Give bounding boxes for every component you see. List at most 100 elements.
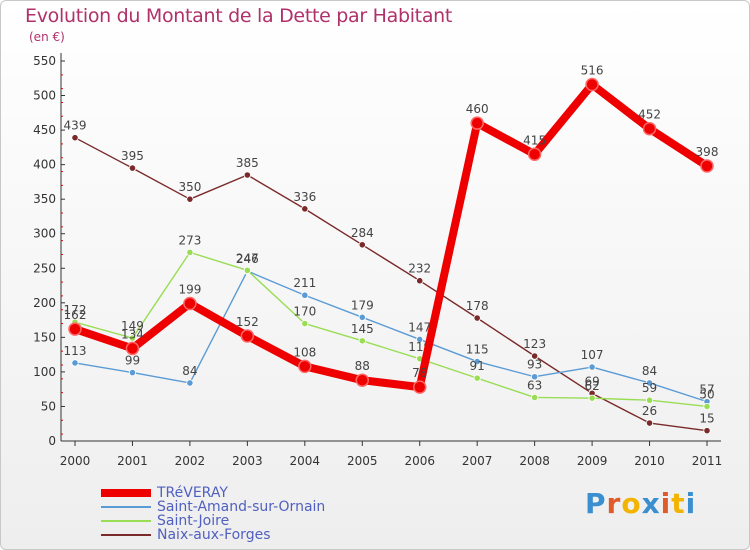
data-label: 107 bbox=[581, 348, 604, 362]
x-tick-label: 2003 bbox=[232, 454, 263, 468]
data-point bbox=[531, 393, 539, 402]
data-label: 232 bbox=[408, 262, 431, 276]
data-point bbox=[128, 368, 137, 377]
chart-legend: TRéVERAY Saint-Amand-sur-Ornain Saint-Joir… bbox=[101, 486, 325, 542]
data-label: 93 bbox=[527, 358, 542, 372]
series-line-2 bbox=[74, 270, 708, 403]
data-point bbox=[186, 248, 194, 256]
x-tick-label: 2005 bbox=[347, 454, 378, 468]
data-label: 385 bbox=[236, 156, 259, 170]
data-point bbox=[473, 357, 481, 366]
data-point bbox=[125, 341, 140, 356]
data-label: 88 bbox=[355, 359, 370, 373]
data-label: 247 bbox=[236, 251, 259, 265]
y-tick-label: 0 bbox=[48, 434, 56, 448]
data-point bbox=[358, 241, 366, 249]
legend-label: TRéVERAY bbox=[157, 485, 228, 501]
data-label: 84 bbox=[182, 364, 197, 378]
data-label: 149 bbox=[121, 319, 144, 333]
data-label: 178 bbox=[466, 299, 489, 313]
x-tick-label: 2008 bbox=[519, 454, 550, 468]
legend-swatch bbox=[101, 520, 151, 522]
legend-item: Saint-Amand-sur-Ornain bbox=[101, 500, 325, 514]
data-label: 395 bbox=[121, 149, 144, 163]
data-point bbox=[301, 291, 309, 299]
proxiti-logo: Proxiti bbox=[585, 487, 696, 520]
data-point bbox=[186, 379, 194, 387]
data-label: 199 bbox=[178, 283, 201, 297]
data-label: 134 bbox=[121, 327, 144, 341]
y-tick-label: 50 bbox=[41, 399, 56, 413]
x-tick-label: 2009 bbox=[577, 454, 608, 468]
y-tick-label: 150 bbox=[33, 330, 56, 344]
data-label: 145 bbox=[351, 322, 374, 336]
x-tick-label: 2007 bbox=[462, 454, 493, 468]
data-label: 147 bbox=[408, 320, 431, 334]
data-label: 26 bbox=[642, 404, 657, 418]
data-point bbox=[473, 314, 481, 322]
legend-swatch bbox=[101, 506, 151, 508]
data-label: 123 bbox=[523, 337, 546, 351]
x-tick-label: 2011 bbox=[692, 454, 723, 468]
data-label: 273 bbox=[178, 233, 201, 247]
data-label: 91 bbox=[470, 359, 485, 373]
data-label: 415 bbox=[523, 133, 546, 147]
legend-label: Saint-Joire bbox=[157, 513, 230, 529]
data-label: 113 bbox=[64, 344, 87, 358]
legend-label: Saint-Amand-sur-Ornain bbox=[157, 499, 326, 515]
series-line-1 bbox=[71, 80, 711, 392]
chart-subtitle: (en €) bbox=[29, 30, 65, 44]
data-label: 78 bbox=[412, 366, 427, 380]
data-point bbox=[703, 402, 711, 411]
data-point bbox=[412, 380, 427, 394]
data-point bbox=[645, 379, 654, 387]
data-label: 59 bbox=[642, 381, 657, 395]
x-tick-label: 2000 bbox=[60, 454, 91, 468]
legend-swatch bbox=[101, 534, 151, 536]
data-label: 211 bbox=[293, 276, 316, 290]
data-point bbox=[642, 121, 657, 136]
y-tick-label: 250 bbox=[33, 261, 56, 275]
data-point bbox=[243, 171, 251, 179]
data-label: 115 bbox=[466, 343, 489, 357]
y-tick-label: 350 bbox=[33, 192, 56, 206]
data-point bbox=[358, 337, 366, 345]
data-point bbox=[527, 147, 542, 162]
data-point bbox=[416, 335, 424, 344]
data-label: 108 bbox=[293, 345, 316, 359]
data-label: 50 bbox=[699, 387, 714, 401]
data-point bbox=[183, 296, 197, 311]
x-tick-label: 2006 bbox=[404, 454, 435, 468]
data-point bbox=[588, 363, 596, 371]
data-point bbox=[128, 334, 137, 342]
data-point bbox=[71, 359, 79, 367]
data-label: 452 bbox=[638, 108, 661, 122]
data-point bbox=[71, 134, 79, 142]
legend-item: Saint-Joire bbox=[101, 514, 325, 528]
data-point bbox=[531, 352, 539, 360]
data-point bbox=[416, 277, 424, 285]
data-label: 57 bbox=[699, 383, 714, 397]
logo-letter: t bbox=[671, 487, 686, 520]
x-tick-label: 2002 bbox=[175, 454, 206, 468]
data-label: 336 bbox=[293, 190, 316, 204]
data-point bbox=[301, 319, 309, 328]
y-tick-label: 200 bbox=[33, 296, 56, 310]
logo-letter: P bbox=[585, 487, 607, 520]
logo-text: Proxiti bbox=[585, 487, 696, 520]
data-point bbox=[355, 373, 370, 387]
data-point bbox=[240, 329, 255, 343]
data-label: 162 bbox=[64, 308, 87, 322]
y-tick-label: 450 bbox=[33, 123, 56, 137]
data-point bbox=[298, 359, 312, 374]
y-tick-label: 100 bbox=[33, 365, 56, 379]
data-point bbox=[301, 205, 309, 213]
data-label: 398 bbox=[696, 145, 719, 159]
data-point bbox=[531, 373, 539, 381]
legend-swatch bbox=[101, 489, 151, 497]
data-label: 246 bbox=[236, 252, 259, 266]
data-label: 439 bbox=[64, 119, 87, 133]
data-label: 350 bbox=[178, 180, 201, 194]
